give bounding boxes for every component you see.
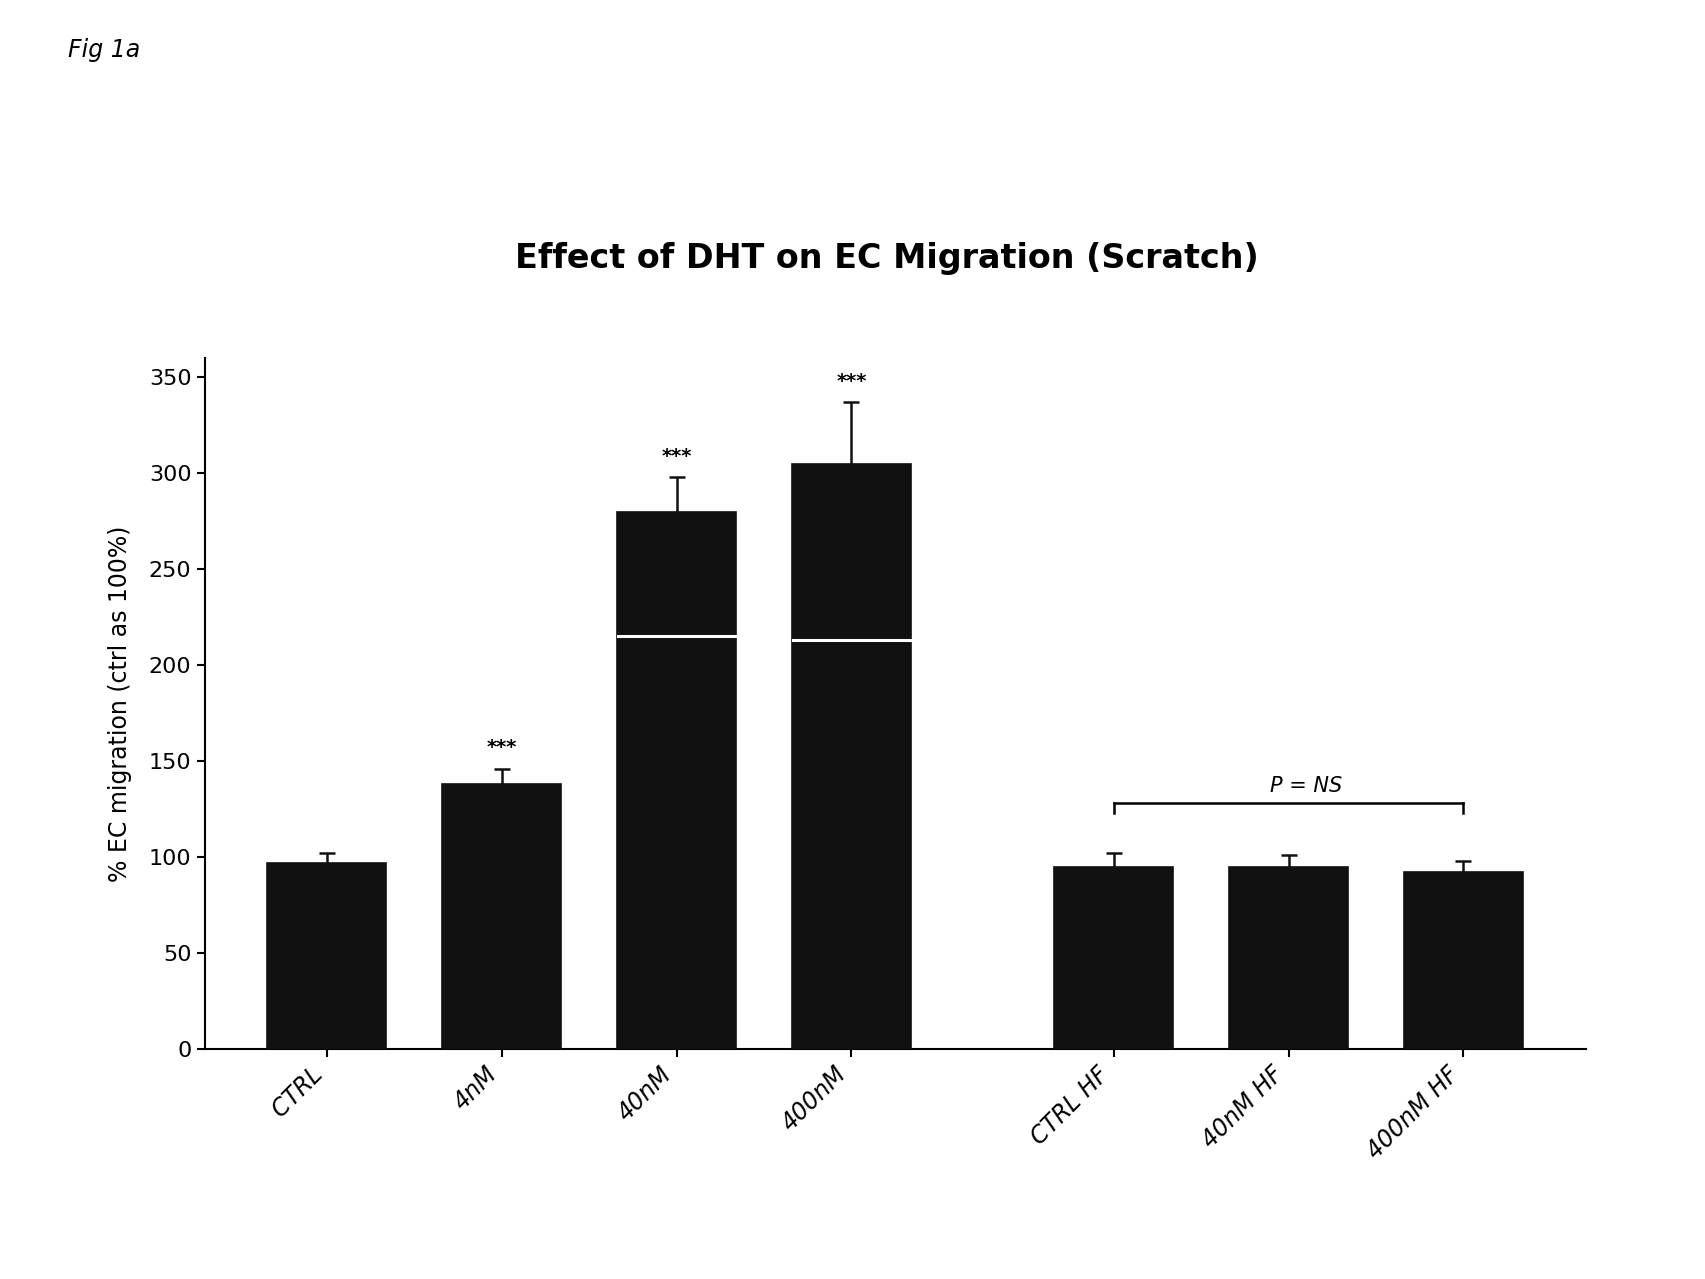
Text: Effect of DHT on EC Migration (Scratch): Effect of DHT on EC Migration (Scratch) [515, 242, 1258, 275]
Bar [442, 784, 561, 1049]
Bar [1403, 872, 1523, 1049]
Text: ***: *** [486, 738, 517, 757]
Bar [617, 512, 737, 1049]
Text: ***: *** [662, 446, 692, 466]
Bar [791, 464, 910, 1049]
Y-axis label: % EC migration (ctrl as 100%): % EC migration (ctrl as 100%) [107, 526, 131, 881]
Text: Fig 1a: Fig 1a [68, 38, 140, 63]
Bar [1054, 867, 1173, 1049]
Bar [268, 863, 387, 1049]
Text: P = NS: P = NS [1270, 775, 1342, 796]
Text: ***: *** [835, 372, 866, 391]
Bar [1229, 867, 1349, 1049]
